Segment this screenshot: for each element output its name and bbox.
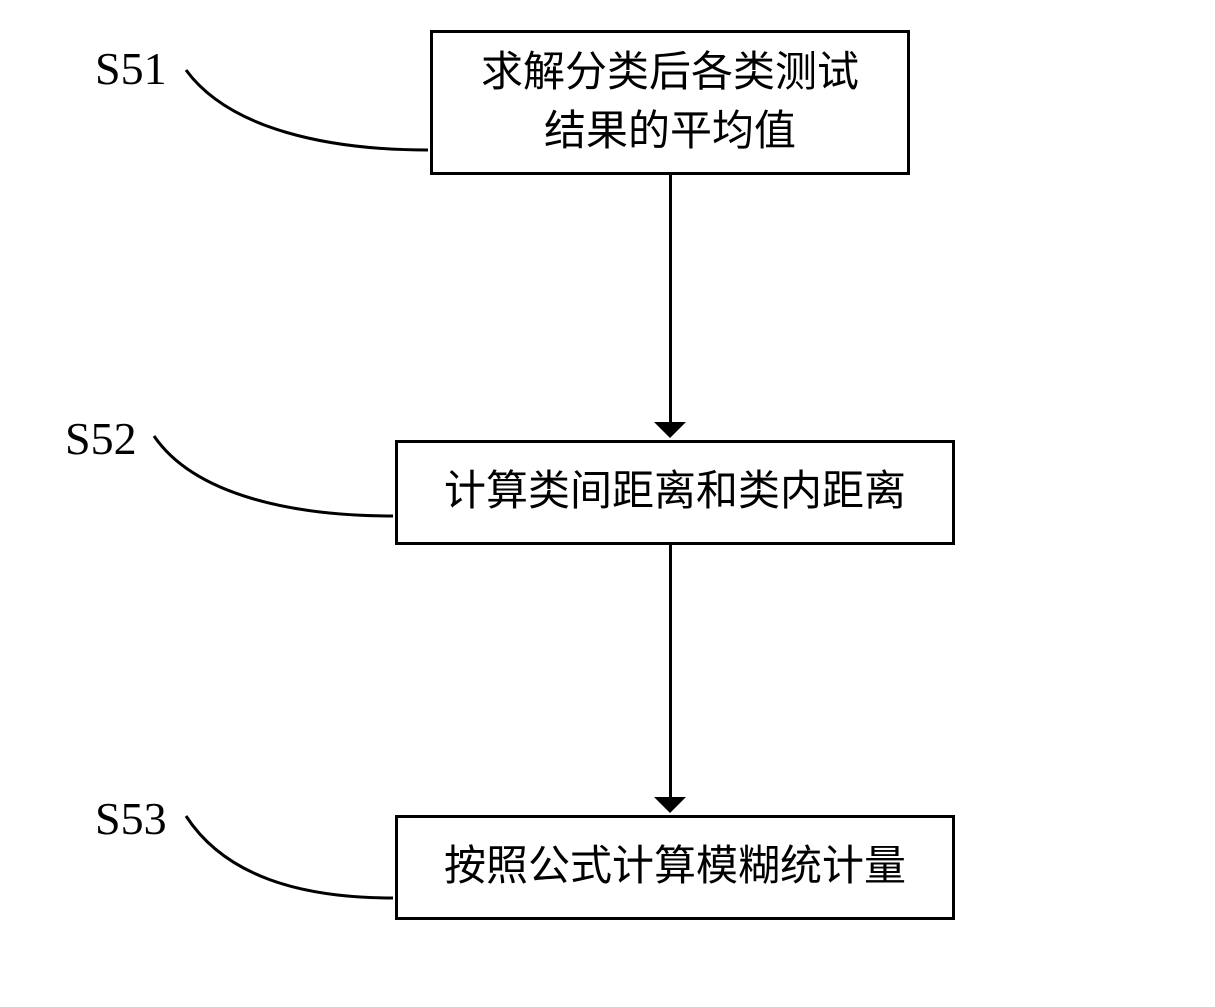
arrow-2-line	[669, 545, 672, 797]
flowchart-step-3-box: 按照公式计算模糊统计量	[395, 815, 955, 920]
curve-path-s51	[186, 70, 428, 150]
step-label-s52: S52	[65, 412, 137, 465]
arrow-1-line	[669, 175, 672, 422]
flowchart-step-3-text: 按照公式计算模糊统计量	[444, 838, 906, 897]
arrow-1-head	[654, 422, 686, 438]
flowchart-step-2-text: 计算类间距离和类内距离	[444, 463, 906, 522]
curve-path-s52	[154, 436, 393, 516]
step-label-s53: S53	[95, 792, 167, 845]
step-label-s51: S51	[95, 42, 167, 95]
flowchart-step-1-text: 求解分类后各类测试 结果的平均值	[481, 44, 859, 162]
flowchart-step-2-box: 计算类间距离和类内距离	[395, 440, 955, 545]
flowchart-step-1-box: 求解分类后各类测试 结果的平均值	[430, 30, 910, 175]
curve-path-s53	[186, 816, 393, 898]
arrow-2-head	[654, 797, 686, 813]
